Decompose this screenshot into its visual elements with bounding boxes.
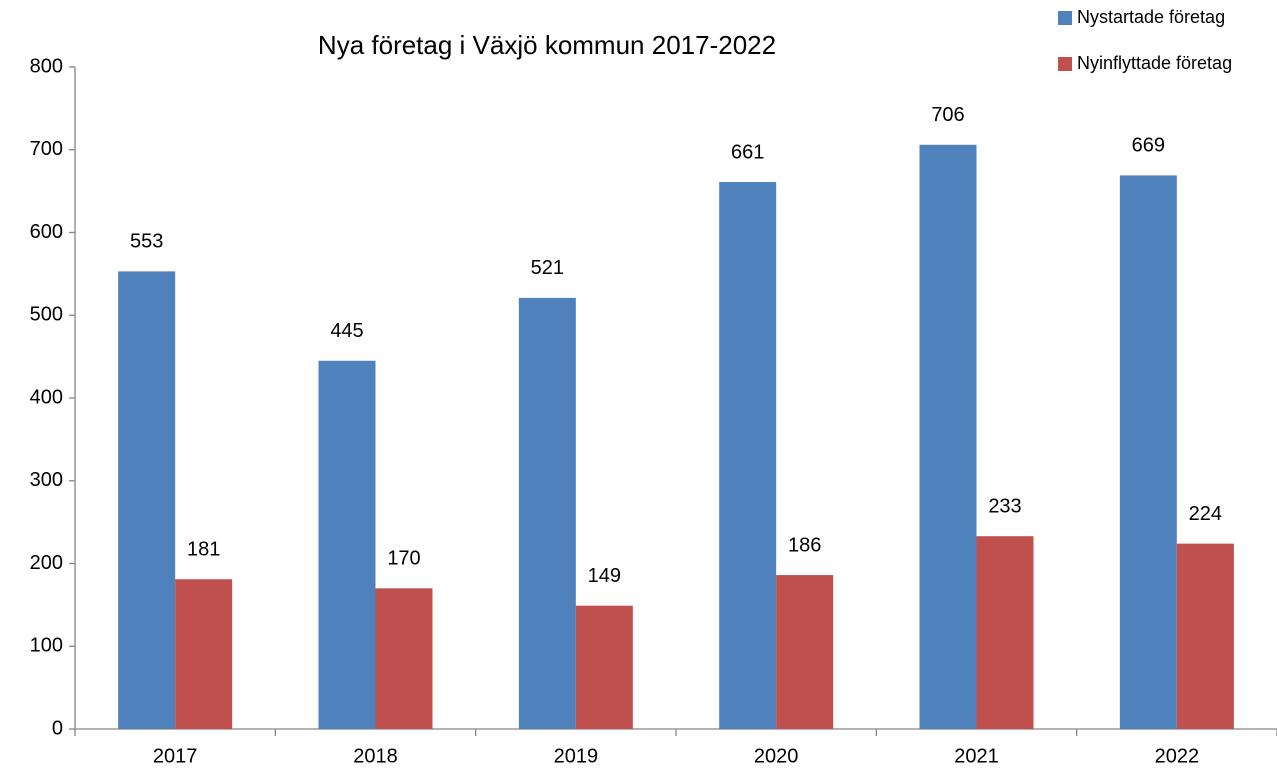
y-tick-label: 400 [30,386,63,408]
x-tick-label: 2019 [554,745,599,767]
data-label: 233 [988,495,1021,517]
bar [976,536,1034,729]
data-label: 186 [788,534,821,556]
bar [575,605,633,729]
y-tick-label: 300 [30,469,63,491]
legend-swatch [1058,11,1072,25]
bar [375,588,433,729]
data-label: 224 [1189,503,1222,525]
x-tick-label: 2018 [353,745,398,767]
y-tick-label: 600 [30,221,63,243]
data-label: 706 [931,104,964,126]
chart-title: Nya företag i Växjö kommun 2017-2022 [318,30,776,60]
x-tick-label: 2017 [153,745,198,767]
data-label: 661 [731,141,764,163]
x-tick-label: 2021 [954,745,999,767]
data-label: 149 [588,565,621,587]
bar [1119,175,1177,730]
y-tick-label: 500 [30,304,63,326]
legend-swatch [1058,57,1072,71]
data-label: 669 [1132,135,1165,157]
bar [1176,543,1234,729]
y-tick-label: 700 [30,138,63,160]
bar [318,360,376,729]
bar [719,182,777,729]
bar [118,271,176,729]
data-label: 170 [387,548,420,570]
y-tick-label: 0 [52,717,63,739]
y-tick-label: 800 [30,55,63,77]
y-tick-label: 200 [30,552,63,574]
bar [518,297,576,729]
legend-label: Nystartade företag [1077,7,1225,27]
y-tick-label: 100 [30,635,63,657]
data-label: 445 [330,320,363,342]
data-label: 521 [531,257,564,279]
bar [919,144,977,729]
data-label: 553 [130,231,163,253]
bar [776,575,834,729]
bar [175,579,233,729]
data-label: 181 [187,539,220,561]
x-tick-label: 2020 [754,745,799,767]
legend-label: Nyinflyttade företag [1077,53,1232,73]
x-tick-label: 2022 [1155,745,1200,767]
